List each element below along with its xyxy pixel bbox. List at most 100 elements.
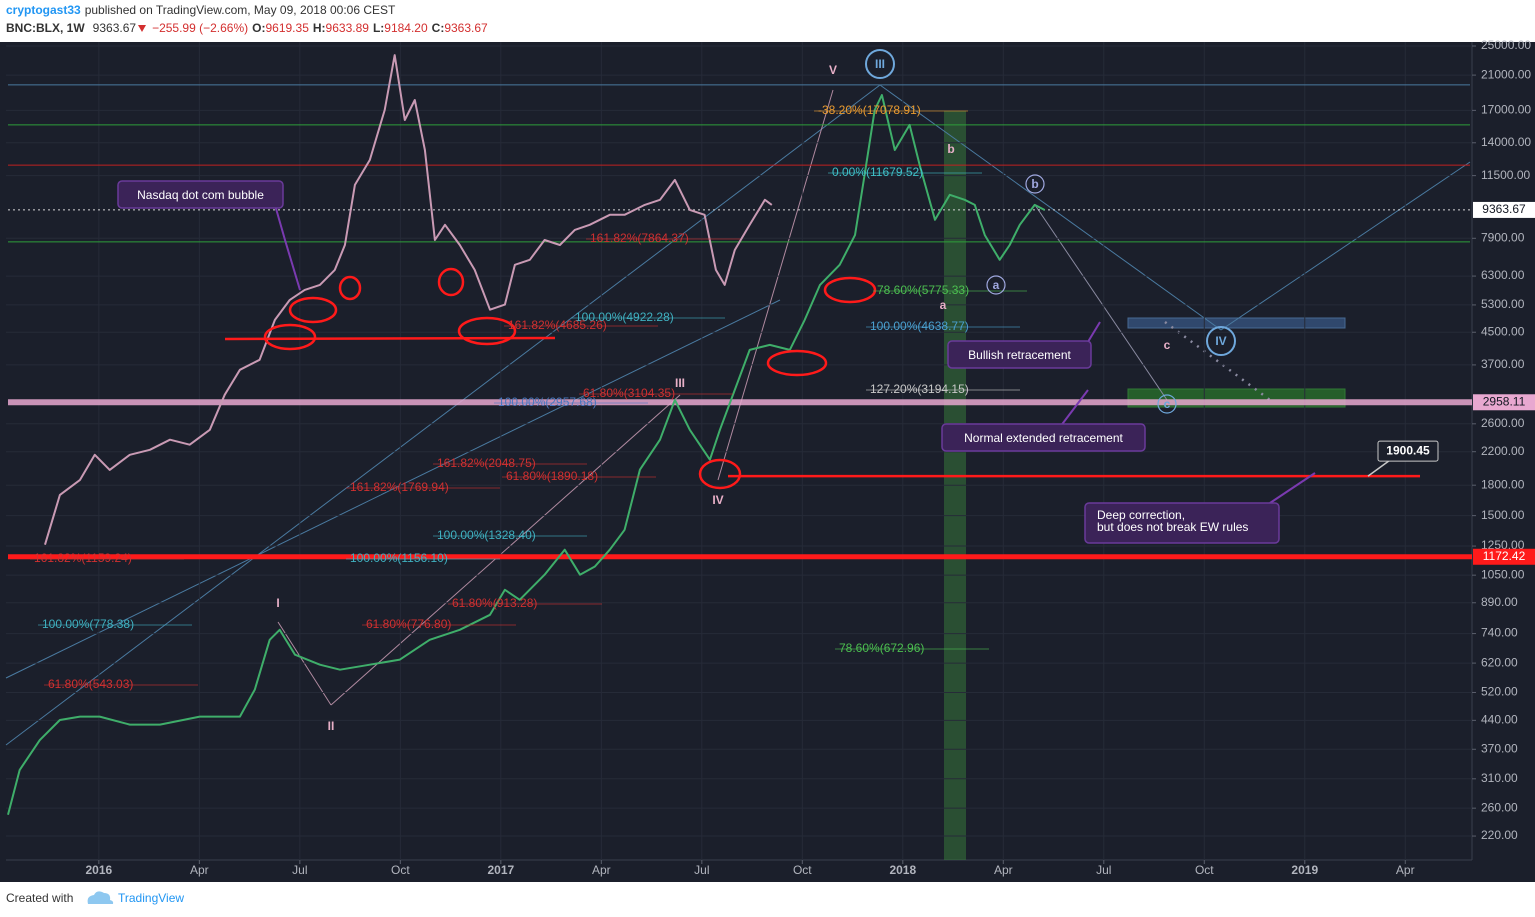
callout-text: Bullish retracement	[968, 348, 1071, 362]
wave-label: b	[947, 142, 954, 156]
wave-label: III	[875, 57, 885, 71]
wave-line	[330, 394, 681, 706]
highlight-ellipse	[766, 349, 828, 377]
x-tick-label: Jul	[292, 863, 307, 877]
price-tag-label: 1172.42	[1483, 549, 1526, 563]
x-tick-label: Oct	[793, 863, 812, 877]
fib-label: 161.82%(4685.26)	[508, 318, 607, 332]
highlight-ellipse	[437, 267, 465, 297]
fib-label: 161.82%(1159.24)	[34, 551, 132, 565]
x-tick-label: Apr	[1396, 863, 1415, 877]
y-tick-label: 520.00	[1481, 685, 1518, 699]
header-line: cryptogast33 published on TradingView.com…	[6, 3, 396, 17]
callout-pointer	[1269, 472, 1316, 504]
callout-pointer	[1367, 459, 1391, 477]
annotation-layer: 1900.45 -38.20%(17078.91) 0.00%(11679.52) 7…	[30, 49, 1439, 733]
y-tick-label: 220.00	[1481, 828, 1518, 842]
wave-label: b	[1031, 177, 1038, 191]
down-arrow-icon	[138, 25, 146, 32]
callout-box	[941, 423, 1146, 452]
close-value: 9363.67	[444, 21, 488, 35]
callout-text: Normal extended retracement	[964, 431, 1123, 445]
fib-label: 61.80%(3104.35)	[583, 386, 675, 400]
y-tick-label: 25000.00	[1481, 38, 1531, 52]
y-tick-label: 4500.00	[1481, 324, 1525, 338]
y-tick-label: 310.00	[1481, 771, 1518, 785]
wave-circle	[1206, 326, 1236, 356]
fib-label: 161.82%(7864.37)	[590, 231, 689, 245]
series-layer	[7, 54, 1046, 815]
fib-label: 127.20%(3194.15)	[870, 382, 969, 396]
trend-line	[879, 84, 1222, 331]
y-tick-label: 1050.00	[1481, 567, 1525, 581]
wave-label: c	[1164, 338, 1171, 352]
wave-line	[1034, 204, 1168, 401]
highlight-ellipse	[263, 323, 317, 351]
price-callout-label: 1900.45	[1386, 443, 1430, 457]
callout-box	[1084, 502, 1280, 544]
price-tag	[1473, 201, 1535, 218]
highlight-ellipse	[288, 296, 338, 324]
y-tick-label: 2200.00	[1481, 444, 1525, 458]
y-tick-label: 1250.00	[1481, 538, 1525, 552]
fib-label: -38.20%(17078.91)	[818, 103, 921, 117]
projection-line	[1164, 320, 1271, 402]
callout-text: but does not break EW rules	[1097, 520, 1248, 534]
y-tick-label: 3700.00	[1481, 357, 1525, 371]
y-tick-label: 14000.00	[1481, 135, 1531, 149]
header-bg	[0, 0, 1535, 42]
wave-label: a	[940, 298, 947, 312]
y-tick-label: 1800.00	[1481, 477, 1525, 491]
x-tick-label: 2018	[889, 863, 916, 877]
y-tick-label: 7900.00	[1481, 230, 1525, 244]
brand-link[interactable]: TradingView	[118, 891, 184, 905]
wave-label: IV	[712, 493, 723, 507]
fib-label: 161.82%(2048.75)	[437, 456, 536, 470]
trend-line	[1220, 161, 1471, 331]
y-tick-label: 440.00	[1481, 713, 1518, 727]
price-axis-bg	[1472, 42, 1535, 882]
fib-label: 61.80%(776.80)	[366, 617, 451, 631]
last-price: 9363.67	[93, 21, 137, 35]
fib-label: 78.60%(672.96)	[839, 641, 924, 655]
wave-circle	[986, 275, 1006, 295]
fib-label: 61.80%(1890.18)	[506, 469, 598, 483]
y-tick-label: 1500.00	[1481, 508, 1525, 522]
x-tick-label: 2019	[1291, 863, 1318, 877]
price-callout	[1377, 440, 1439, 462]
x-tick-label: Apr	[190, 863, 209, 877]
y-tick-label: 6300.00	[1481, 268, 1525, 282]
wave-label: I	[276, 596, 279, 610]
price-line	[7, 94, 1046, 815]
x-tick-label: Apr	[592, 863, 611, 877]
price-change: −255.99 (−2.66%)	[152, 21, 248, 35]
author: cryptogast33	[6, 3, 81, 17]
callout-box	[117, 180, 284, 209]
fib-label: 100.00%(4638.77)	[870, 319, 969, 333]
wave-line	[717, 89, 834, 481]
low-label: L:	[373, 21, 384, 35]
x-tick-label: Oct	[391, 863, 410, 877]
highlight-ellipse	[823, 276, 877, 304]
price-tag	[1473, 394, 1535, 411]
x-tick-label: Jul	[694, 863, 709, 877]
wave-label: V	[829, 63, 837, 77]
published-info: published on TradingView.com, May 09, 20…	[85, 3, 396, 17]
price-tag-label: 9363.67	[1482, 202, 1526, 216]
fib-label: 61.80%(913.28)	[452, 596, 537, 610]
callout-pointer	[274, 204, 301, 291]
brand-logo[interactable]	[87, 891, 114, 904]
fib-label: 100.00%(778.38)	[42, 617, 134, 631]
support-line	[224, 336, 556, 341]
trend-line	[5, 299, 781, 679]
y-tick-label: 2600.00	[1481, 416, 1525, 430]
x-tick-label: Apr	[994, 863, 1013, 877]
high-value: 9633.89	[326, 21, 370, 35]
price-line	[44, 54, 773, 545]
wave-circle	[1025, 174, 1045, 194]
header-line: BNC:BLX, 1W 9363.67 −255.99 (−2.66%) O:9619…	[6, 21, 488, 35]
fib-label: 78.60%(5775.33)	[877, 283, 969, 297]
x-tick-label: 2016	[86, 863, 113, 877]
y-tick-label: 890.00	[1481, 595, 1518, 609]
